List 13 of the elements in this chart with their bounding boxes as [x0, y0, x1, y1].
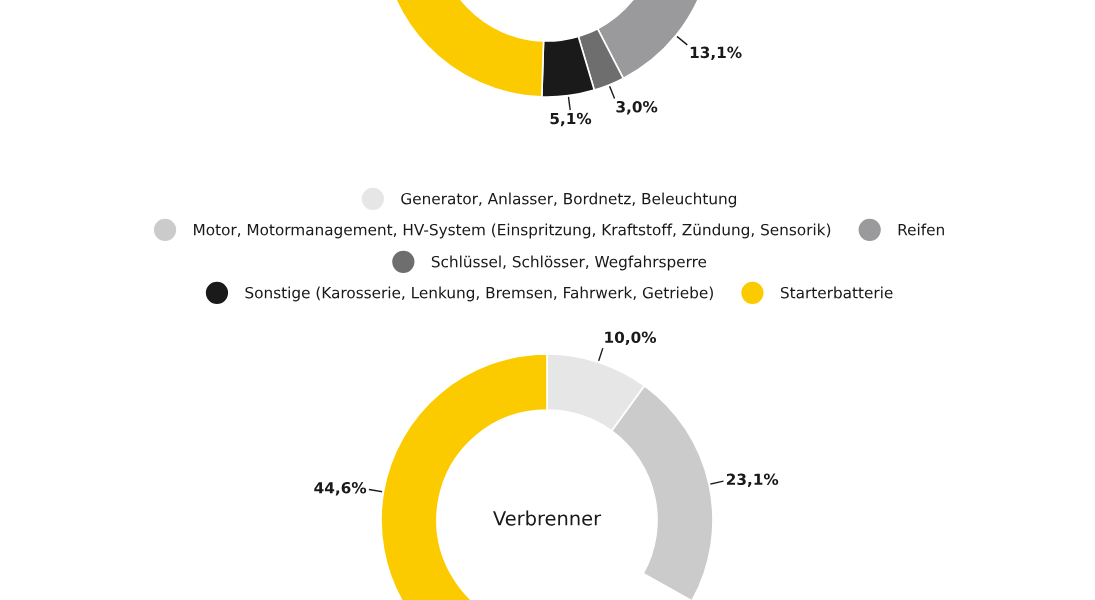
text: Verbrenner [493, 510, 602, 526]
legend-label: Schlüssel, Schlösser, Wegfahrsperre [431, 255, 707, 271]
legend-label: Sonstige (Karosserie, Lenkung, Bremsen, Fahrwerk, Getriebe) [245, 286, 713, 302]
legend-label: Motor, Motormanagement, HV-System (Einspritzung, Kraftstoff, Zündung, Sensorik) [194, 223, 831, 239]
data-label: 10,0% [605, 331, 657, 345]
data-label: 13,1% [690, 46, 742, 61]
legend-label: Reifen [898, 223, 944, 236]
legend-label: Generator, Anlasser, Bordnetz, Beleuchtung [401, 192, 737, 208]
data-label: 23,1% [726, 473, 779, 488]
data-label: 3,0% [616, 100, 658, 115]
data-label: 44,6% [314, 481, 367, 496]
data-label: 5,1% [550, 112, 592, 127]
legend-label: Starterbatterie [780, 286, 893, 299]
